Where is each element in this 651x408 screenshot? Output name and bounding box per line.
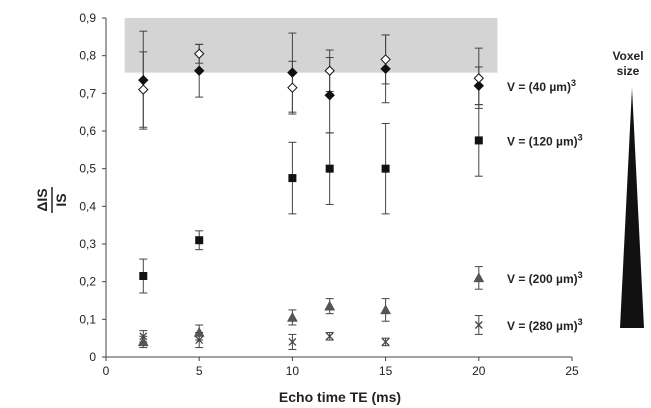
highlight-band [124, 18, 498, 73]
y-tick-label: 0,8 [79, 49, 96, 63]
series-labels: V = (40 µm)3 V = (120 µm)3 V = (200 µm)3 V … [507, 78, 583, 333]
data-marks [137, 30, 485, 350]
x-tick-label: 20 [472, 364, 486, 378]
x-tick-label: 15 [379, 364, 393, 378]
series-label-superscript: 3 [578, 132, 583, 142]
diamond-filled-point [193, 65, 205, 76]
series-label: V = (120 µm)3 [507, 132, 583, 148]
diamond-open-point [324, 65, 335, 76]
x-tick-label: 10 [286, 364, 300, 378]
x-point [325, 332, 334, 341]
square-point [381, 164, 390, 173]
series-label-superscript: 3 [578, 270, 583, 280]
y-axis-label-numerator: ΔIS [34, 188, 50, 211]
square-point [325, 164, 334, 173]
y-axis-label-denominator: IS [53, 193, 69, 206]
series-label-superscript: 3 [571, 78, 576, 88]
diamond-filled-point [473, 80, 485, 92]
voxel-size-label-line2: size [617, 64, 640, 78]
x-tick-label: 0 [103, 364, 110, 378]
x-tick-label: 25 [565, 364, 579, 378]
diamond-open-point [473, 73, 485, 84]
triangle-point [193, 327, 205, 337]
y-tick-label: 0,5 [79, 162, 96, 176]
x-ticks: 0 5 10 15 20 25 [103, 357, 579, 378]
y-tick-label: 0,4 [79, 199, 96, 213]
series-label-superscript: 3 [578, 317, 583, 327]
x-point [288, 337, 297, 346]
y-tick-label: 0,9 [79, 11, 96, 25]
triangle-point [286, 311, 298, 322]
y-tick-label: 0 [89, 350, 96, 364]
diamond-open-point [287, 82, 298, 93]
y-tick-label: 0,2 [79, 275, 96, 289]
x-point [381, 337, 390, 346]
diamond-filled-point [138, 74, 149, 86]
y-tick-label: 0,6 [79, 124, 96, 138]
x-point [195, 336, 204, 345]
triangle-point [324, 300, 336, 311]
diamond-filled-point [287, 67, 298, 78]
triangle-point [137, 336, 149, 347]
diamond-open-point [380, 54, 391, 65]
diamond-open-point [138, 84, 149, 95]
diamond-open-point [193, 48, 205, 59]
diamond-filled-point [324, 90, 335, 101]
axes [105, 18, 572, 358]
triangle-point [473, 272, 485, 283]
square-point [139, 272, 148, 281]
diamond-filled-point [380, 63, 391, 75]
x-point [474, 321, 483, 329]
y-tick-label: 0,1 [79, 312, 96, 326]
series-label: V = (200 µm)3 [507, 270, 583, 286]
y-tick-label: 0,7 [79, 86, 96, 100]
y-tick-label: 0,3 [79, 237, 96, 251]
x-axis-label: Echo time TE (ms) [279, 389, 401, 405]
y-ticks: 0 0,1 0,2 0,3 0,4 0,5 0,6 0,7 0,8 0,9 [79, 11, 106, 364]
square-point [195, 236, 204, 245]
voxel-size-wedge [620, 88, 644, 328]
voxel-size-label-line1: Voxel [612, 49, 643, 63]
x-tick-label: 5 [196, 364, 203, 378]
series-label: V = (40 µm)3 [507, 78, 576, 94]
square-point [288, 174, 297, 183]
square-point [474, 136, 483, 145]
y-axis-label: ΔIS IS [34, 187, 69, 213]
triangle-point [380, 304, 392, 315]
x-point [139, 332, 148, 341]
series-label: V = (280 µm)3 [507, 317, 583, 333]
